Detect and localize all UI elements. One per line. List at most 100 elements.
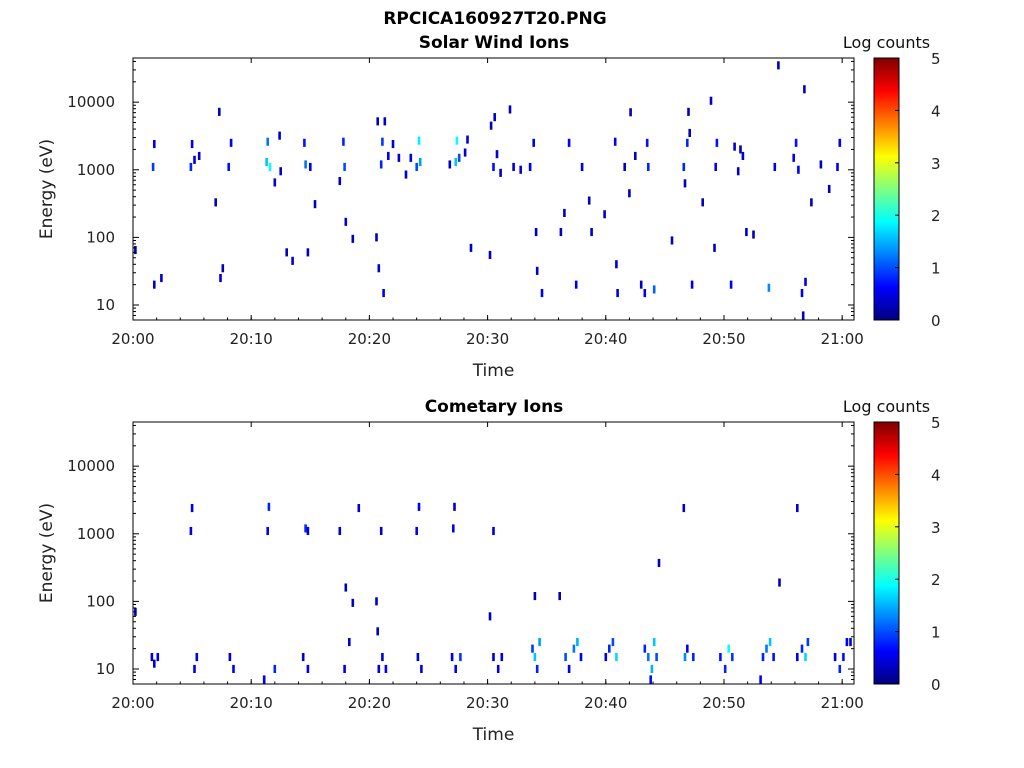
data-cell bbox=[492, 526, 495, 535]
data-cell bbox=[228, 653, 232, 662]
data-cell bbox=[534, 228, 538, 237]
data-cell bbox=[453, 502, 456, 511]
data-cell bbox=[727, 644, 730, 653]
data-cell bbox=[266, 137, 269, 146]
data-cell bbox=[383, 117, 387, 126]
data-cell bbox=[778, 578, 781, 587]
data-cell bbox=[572, 644, 576, 653]
data-cell bbox=[219, 274, 222, 283]
data-cell bbox=[745, 228, 748, 237]
data-cell bbox=[492, 162, 495, 171]
data-cell bbox=[804, 277, 807, 286]
data-cell bbox=[736, 167, 740, 176]
data-cell bbox=[803, 85, 806, 94]
data-cell bbox=[650, 664, 654, 673]
x-tick-label: 20:30 bbox=[466, 330, 509, 348]
data-cell bbox=[731, 653, 734, 662]
data-cell bbox=[833, 653, 837, 662]
data-cell bbox=[580, 162, 584, 171]
data-cell bbox=[810, 198, 813, 207]
data-cell bbox=[532, 138, 535, 147]
data-cell bbox=[615, 260, 618, 269]
data-cell bbox=[563, 208, 566, 217]
data-cell bbox=[221, 264, 225, 273]
data-cell bbox=[469, 243, 473, 252]
data-cell bbox=[777, 61, 780, 70]
data-cell bbox=[794, 138, 798, 147]
data-cell bbox=[150, 653, 154, 662]
data-cell bbox=[306, 526, 310, 535]
data-cell bbox=[533, 592, 537, 601]
data-cell bbox=[156, 653, 160, 662]
data-cell bbox=[683, 653, 687, 662]
data-cell bbox=[564, 653, 567, 662]
y-tick-label: 1000 bbox=[77, 161, 115, 179]
plot-frame bbox=[132, 421, 855, 685]
data-cell bbox=[450, 653, 454, 662]
data-cell bbox=[649, 675, 652, 684]
data-cell bbox=[381, 137, 384, 146]
x-tick-label: 20:50 bbox=[702, 330, 745, 348]
data-cell bbox=[657, 558, 661, 567]
data-cell bbox=[535, 664, 539, 673]
data-cell bbox=[448, 160, 452, 169]
data-cell bbox=[611, 638, 615, 647]
y-tick-label: 100 bbox=[86, 228, 115, 246]
data-cell bbox=[306, 248, 310, 257]
data-cell bbox=[804, 653, 807, 662]
data-cell bbox=[739, 145, 742, 154]
data-cell bbox=[719, 653, 722, 662]
data-cell bbox=[417, 136, 421, 145]
plot-area bbox=[133, 422, 854, 684]
y-tick-label: 10000 bbox=[67, 93, 115, 111]
data-cell bbox=[687, 107, 690, 116]
data-cell bbox=[151, 162, 155, 171]
data-cell bbox=[420, 664, 423, 673]
colorbar-title: Log counts bbox=[843, 397, 930, 416]
data-cell bbox=[459, 653, 462, 662]
data-cell bbox=[690, 280, 694, 289]
data-cell bbox=[715, 138, 719, 147]
data-cell bbox=[765, 644, 768, 653]
data-cell bbox=[540, 289, 544, 298]
data-cell bbox=[796, 504, 799, 513]
data-cell bbox=[415, 526, 418, 535]
data-cell bbox=[416, 653, 420, 662]
plot-frame bbox=[132, 57, 855, 321]
data-cell bbox=[682, 162, 686, 171]
data-cell bbox=[499, 168, 502, 177]
data-cell bbox=[279, 167, 282, 176]
x-tick-label: 20:00 bbox=[111, 694, 154, 712]
data-cell bbox=[559, 228, 563, 237]
x-tick-label: 21:00 bbox=[821, 330, 864, 348]
data-cell bbox=[343, 664, 346, 673]
data-cell bbox=[558, 592, 561, 601]
data-cell bbox=[615, 653, 618, 662]
x-axis-label: Time bbox=[472, 725, 515, 745]
data-cell bbox=[189, 162, 193, 171]
data-cell bbox=[455, 136, 459, 145]
data-cell bbox=[772, 653, 775, 662]
y-tick-label: 10 bbox=[96, 660, 115, 678]
data-cell bbox=[190, 504, 194, 513]
data-cell bbox=[376, 117, 379, 126]
data-cell bbox=[351, 598, 355, 607]
data-cell bbox=[647, 653, 650, 662]
data-cell bbox=[608, 644, 611, 653]
colorbar-tick-label: 5 bbox=[931, 50, 941, 68]
data-cell bbox=[842, 653, 845, 662]
data-cell bbox=[634, 151, 637, 160]
data-cell bbox=[278, 131, 281, 140]
data-cell bbox=[197, 151, 201, 160]
data-cell bbox=[849, 638, 852, 647]
data-cell bbox=[800, 289, 804, 298]
colorbar-tick-label: 3 bbox=[931, 155, 941, 173]
data-cell bbox=[404, 170, 408, 179]
data-cell bbox=[792, 153, 795, 162]
plot-area bbox=[133, 58, 854, 320]
x-tick-label: 20:20 bbox=[348, 330, 391, 348]
x-tick-label: 20:10 bbox=[230, 330, 273, 348]
data-cell bbox=[489, 121, 493, 130]
data-cell bbox=[628, 189, 631, 198]
data-cell bbox=[344, 217, 348, 226]
